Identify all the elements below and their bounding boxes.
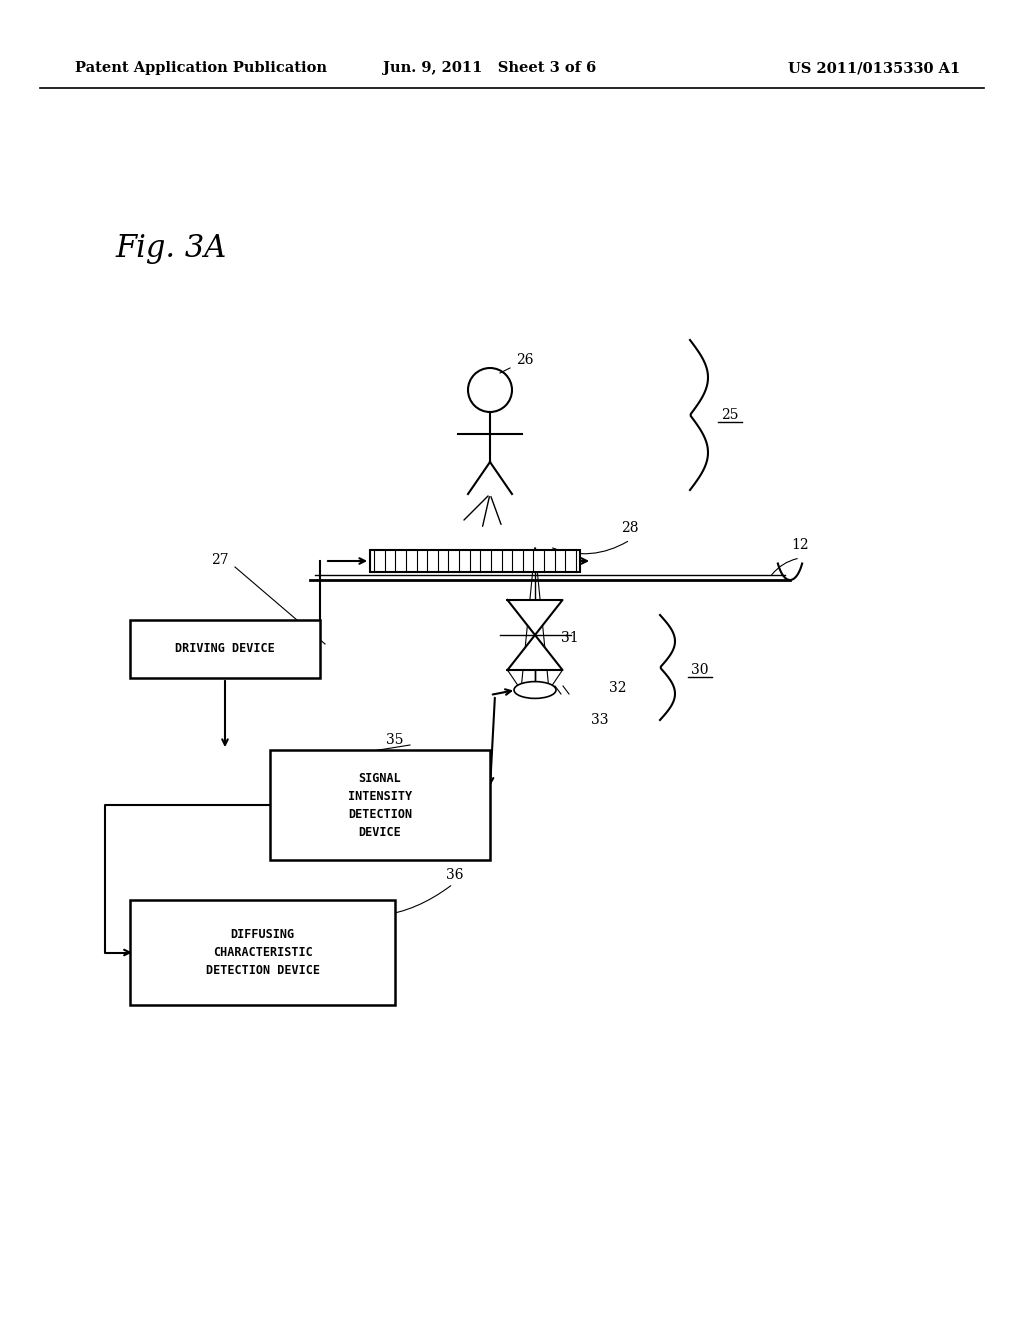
Text: 28: 28 <box>622 521 639 535</box>
Bar <box>130 900 395 1005</box>
Ellipse shape <box>514 681 556 698</box>
Polygon shape <box>508 601 562 635</box>
Text: 25: 25 <box>721 408 738 422</box>
Polygon shape <box>508 635 562 671</box>
Text: Fig. 3A: Fig. 3A <box>115 232 226 264</box>
Text: 26: 26 <box>516 352 534 367</box>
Text: DRIVING DEVICE: DRIVING DEVICE <box>175 643 274 656</box>
Bar <box>130 620 319 678</box>
Text: US 2011/0135330 A1: US 2011/0135330 A1 <box>787 61 961 75</box>
Text: 35: 35 <box>386 733 403 747</box>
Text: 12: 12 <box>792 539 809 552</box>
Text: SIGNAL
INTENSITY
DETECTION
DEVICE: SIGNAL INTENSITY DETECTION DEVICE <box>348 771 412 838</box>
Text: 36: 36 <box>446 869 464 882</box>
Text: 27: 27 <box>211 553 228 568</box>
Text: Jun. 9, 2011   Sheet 3 of 6: Jun. 9, 2011 Sheet 3 of 6 <box>383 61 597 75</box>
Text: 30: 30 <box>691 663 709 677</box>
Bar <box>270 750 490 861</box>
Bar <box>370 550 580 572</box>
Text: 31: 31 <box>561 631 579 645</box>
Text: Patent Application Publication: Patent Application Publication <box>75 61 327 75</box>
Text: 33: 33 <box>591 713 608 727</box>
Text: DIFFUSING
CHARACTERISTIC
DETECTION DEVICE: DIFFUSING CHARACTERISTIC DETECTION DEVIC… <box>206 928 319 977</box>
Text: 32: 32 <box>609 681 627 696</box>
